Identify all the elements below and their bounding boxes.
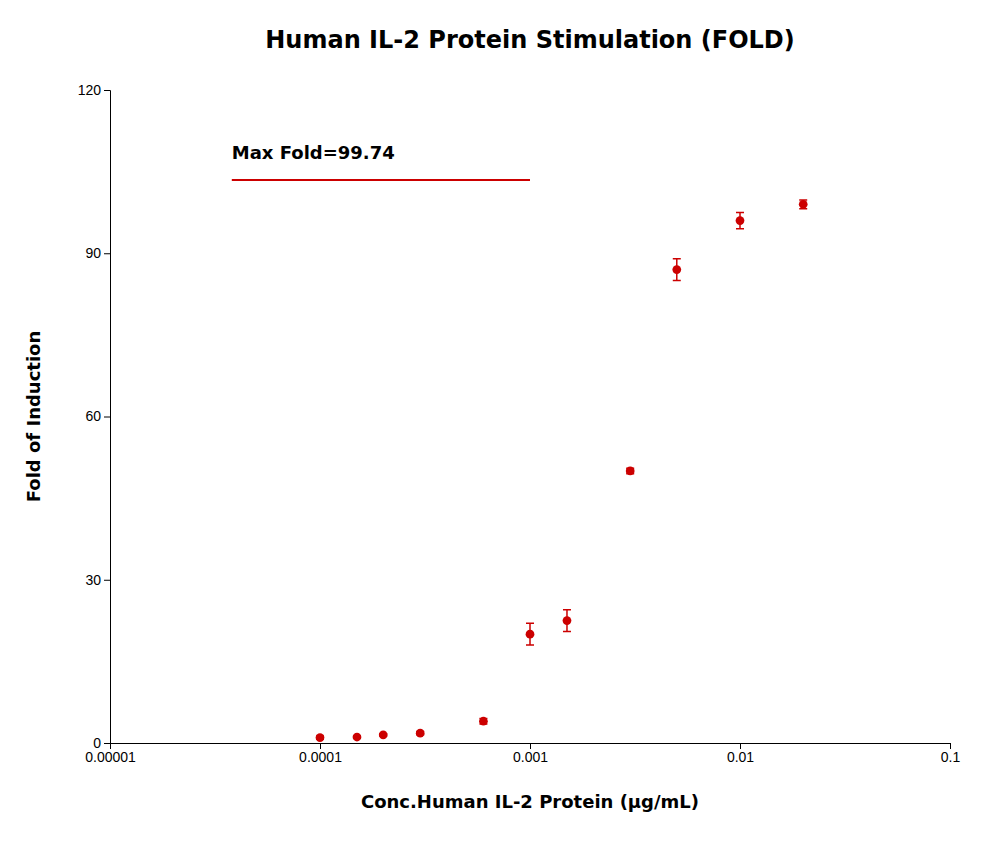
point — [672, 265, 681, 274]
x-axis-title: Conc.Human IL-2 Protein (μg/mL) — [361, 791, 699, 812]
y-tick-mark — [104, 90, 110, 91]
y-tick: 120 — [78, 82, 110, 98]
point — [479, 717, 488, 726]
point — [563, 616, 572, 625]
y-tick: 30 — [85, 572, 110, 588]
point — [379, 730, 388, 739]
x-tick: 0.0001 — [299, 743, 342, 765]
y-tick-label: 90 — [85, 245, 101, 261]
x-tick-label: 0.00001 — [85, 749, 136, 765]
y-tick-label: 30 — [85, 572, 101, 588]
x-tick-label: 0.001 — [513, 749, 548, 765]
y-tick-mark — [104, 417, 110, 418]
y-tick-mark — [104, 580, 110, 581]
x-tick-label: 0.01 — [727, 749, 754, 765]
x-axis: 0.00001 0.0001 0.001 0.01 0.1 — [85, 743, 960, 765]
y-axis: 0 30 60 90 120 — [78, 82, 111, 751]
point — [626, 467, 635, 476]
x-tick: 0.1 — [941, 743, 961, 765]
y-axis-title: Fold of Induction — [23, 331, 44, 503]
point — [526, 630, 535, 639]
y-tick: 60 — [85, 408, 110, 424]
error-bar — [526, 623, 534, 645]
x-tick: 0.001 — [513, 743, 548, 765]
error-bar — [736, 212, 744, 228]
y-tick-mark — [104, 253, 110, 254]
point — [316, 733, 325, 742]
annotation-underline — [232, 179, 530, 181]
y-tick-label: 60 — [85, 408, 101, 424]
chart: 0.00001 0.0001 0.001 0.01 0.1 0 30 60 90 120 Max F… — [0, 0, 1000, 843]
annotation: Max Fold=99.74 — [232, 142, 395, 163]
plot-area: 0.00001 0.0001 0.001 0.01 0.1 0 30 60 90 120 Max F… — [78, 82, 961, 765]
y-tick-label: 0 — [93, 735, 101, 751]
y-tick: 90 — [85, 245, 110, 261]
point — [799, 200, 808, 209]
y-tick-label: 120 — [78, 82, 102, 98]
point — [416, 729, 425, 738]
y-tick-mark — [104, 743, 110, 744]
marks — [316, 200, 808, 742]
error-bar — [799, 200, 807, 209]
x-tick: 0.01 — [727, 743, 754, 765]
point — [736, 216, 745, 225]
title: Human IL-2 Protein Stimulation (FOLD) — [265, 26, 794, 54]
x-tick-label: 0.0001 — [299, 749, 342, 765]
y-axis-line — [104, 91, 111, 744]
error-bar — [673, 259, 681, 281]
x-tick-label: 0.1 — [941, 749, 961, 765]
y-tick: 0 — [93, 735, 110, 751]
point — [353, 733, 362, 742]
error-bar — [563, 610, 571, 632]
